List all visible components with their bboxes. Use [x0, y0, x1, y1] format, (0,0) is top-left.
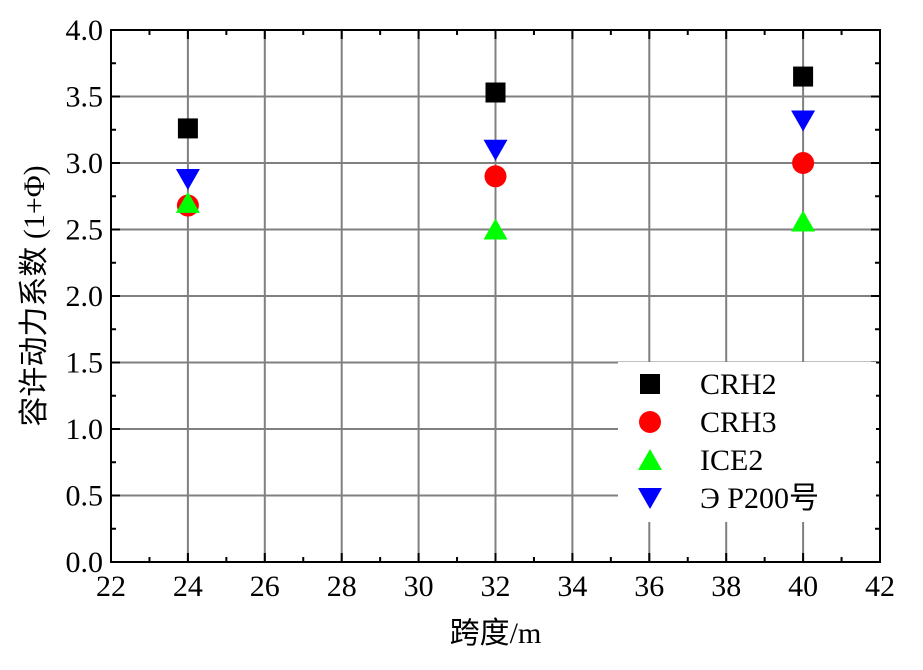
- x-tick-label: 34: [557, 570, 587, 603]
- y-tick-label: 1.5: [66, 347, 104, 380]
- x-tick-label: 28: [327, 570, 357, 603]
- x-axis-label: 跨度/m: [450, 617, 542, 650]
- data-point: [484, 165, 507, 188]
- data-point: [483, 218, 508, 240]
- x-tick-label: 26: [250, 570, 280, 603]
- data-point: [177, 118, 198, 139]
- y-tick-label: 4.0: [66, 14, 104, 47]
- y-tick-label: 1.0: [66, 413, 104, 446]
- data-point: [793, 66, 814, 87]
- y-tick-label: 0.5: [66, 480, 104, 513]
- x-tick-labels: 22 24 26 28 30 32 34 36 38 40 42: [96, 570, 895, 603]
- legend-marker: [638, 449, 662, 470]
- x-tick-label: 32: [481, 570, 511, 603]
- y-tick-label: 2.0: [66, 280, 104, 313]
- data-points: [175, 66, 816, 240]
- legend-label: CRH3: [700, 406, 777, 439]
- x-tick-label: 24: [173, 570, 203, 603]
- y-tick-label: 3.5: [66, 81, 104, 114]
- axis-ticks: [110, 29, 881, 563]
- legend-marker: [638, 488, 662, 509]
- legend-marker: [639, 411, 661, 433]
- legend-label: Э P200号: [700, 482, 819, 515]
- legend-label: ICE2: [700, 444, 763, 477]
- data-point: [791, 210, 816, 232]
- x-tick-label: 30: [404, 570, 434, 603]
- data-point: [791, 110, 816, 132]
- data-point: [483, 139, 508, 161]
- x-tick-label: 42: [865, 570, 895, 603]
- y-tick-label: 3.0: [66, 147, 104, 180]
- x-tick-label: 36: [634, 570, 664, 603]
- y-tick-label: 2.5: [66, 214, 104, 247]
- data-point: [175, 191, 200, 213]
- legend-label: CRH2: [700, 368, 777, 401]
- legend-marker: [640, 374, 660, 394]
- x-tick-label: 40: [788, 570, 818, 603]
- legend: CRH2 CRH3 ICE2 Э P200号: [618, 362, 876, 522]
- data-point: [485, 82, 506, 103]
- y-axis-label: 容许动力系数 (1+Φ): [18, 165, 51, 426]
- data-point: [175, 168, 200, 190]
- legend-background: [618, 362, 876, 522]
- y-tick-labels: 0.0 0.5 1.0 1.5 2.0 2.5 3.0 3.5 4.0: [66, 14, 104, 579]
- data-point: [792, 152, 815, 174]
- x-tick-label: 22: [96, 570, 126, 603]
- x-tick-label: 38: [711, 570, 741, 603]
- y-tick-label: 0.0: [66, 546, 104, 579]
